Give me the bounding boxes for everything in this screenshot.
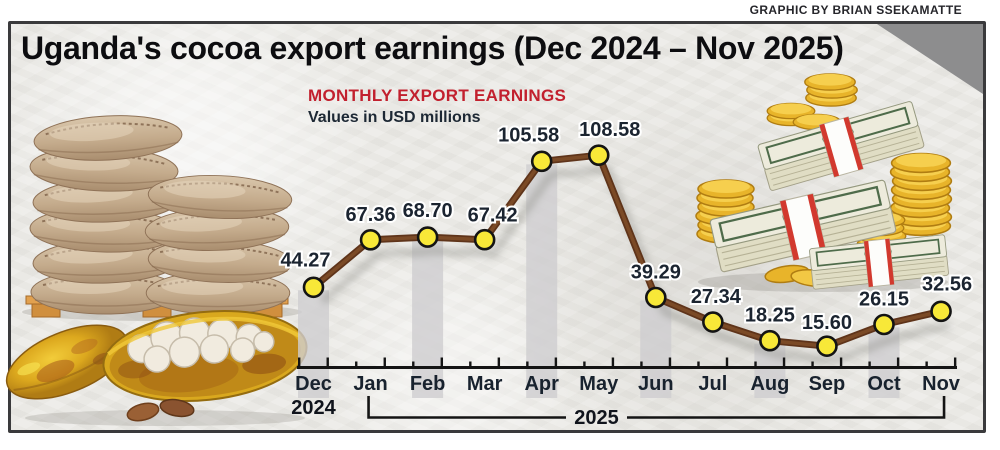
month-label-nov: Nov xyxy=(922,373,961,395)
month-label-apr: Apr xyxy=(524,373,559,395)
data-point-mar xyxy=(473,228,496,251)
highlight-bar-dec xyxy=(298,290,329,398)
highlight-bars xyxy=(298,164,900,398)
year-label-2025: 2025 xyxy=(574,407,619,429)
year-bracket-2025 xyxy=(367,396,946,419)
data-point-feb xyxy=(416,226,439,248)
value-label-aug: 18.25 xyxy=(745,305,795,327)
month-label-feb: Feb xyxy=(410,373,446,395)
earnings-line-group xyxy=(302,144,952,364)
value-label-dec: 44.27 xyxy=(280,249,330,271)
corner-wedge-shape xyxy=(877,24,983,94)
month-label-mar: Mar xyxy=(467,373,503,395)
dried-cocoa-beans xyxy=(126,398,195,422)
pods-shadow xyxy=(25,410,305,426)
data-point-apr xyxy=(530,150,553,173)
data-point-jun xyxy=(644,286,667,309)
money-illustration xyxy=(695,73,953,294)
highlight-bar-feb xyxy=(412,240,444,398)
month-label-oct: Oct xyxy=(867,373,901,395)
highlight-bar-jun xyxy=(640,300,672,398)
month-label-jan: Jan xyxy=(353,373,387,395)
month-label-may: May xyxy=(579,373,619,395)
corner-wedge-decoration xyxy=(877,24,983,94)
month-label-jul: Jul xyxy=(698,373,727,395)
month-label-dec: Dec xyxy=(295,373,332,395)
chart-subheading: Values in USD millions xyxy=(308,109,481,126)
value-label-mar: 67.42 xyxy=(468,205,518,227)
data-point-nov xyxy=(930,300,952,323)
data-point-jan xyxy=(359,229,382,251)
labels-group: 44.27 67.36 68.70 67.42 105.58 108.58 39.29 27.… xyxy=(278,117,974,429)
attribution-credit: GRAPHIC BY BRIAN SSEKAMATTE xyxy=(749,3,962,17)
data-point-may xyxy=(587,144,610,166)
value-label-apr: 105.58 xyxy=(498,124,559,146)
cocoa-pods-illustration xyxy=(5,309,308,426)
value-label-jun: 39.29 xyxy=(631,261,681,283)
data-point-aug xyxy=(759,329,781,352)
month-label-aug: Aug xyxy=(750,373,789,395)
value-label-jul: 27.34 xyxy=(691,286,742,308)
chart-heading: MONTHLY EXPORT EARNINGS xyxy=(308,86,567,105)
white-cocoa-beans xyxy=(127,317,275,373)
year-label-2024: 2024 xyxy=(291,397,336,419)
month-label-jun: Jun xyxy=(638,373,674,395)
value-label-jan: 67.36 xyxy=(346,204,396,226)
value-label-may: 108.58 xyxy=(579,119,640,141)
data-point-jul xyxy=(702,311,724,333)
value-label-nov: 32.56 xyxy=(922,273,972,295)
data-point-dec xyxy=(302,276,325,299)
open-cocoa-pod xyxy=(102,309,308,403)
data-point-oct xyxy=(873,313,895,336)
x-axis-group xyxy=(297,357,957,419)
value-label-oct: 26.15 xyxy=(859,288,909,310)
data-point-sep xyxy=(816,335,838,357)
value-label-feb: 68.70 xyxy=(403,200,453,222)
value-label-sep: 15.60 xyxy=(802,312,852,334)
page-title: Uganda's cocoa export earnings (Dec 2024… xyxy=(21,30,844,66)
month-label-sep: Sep xyxy=(809,373,846,395)
